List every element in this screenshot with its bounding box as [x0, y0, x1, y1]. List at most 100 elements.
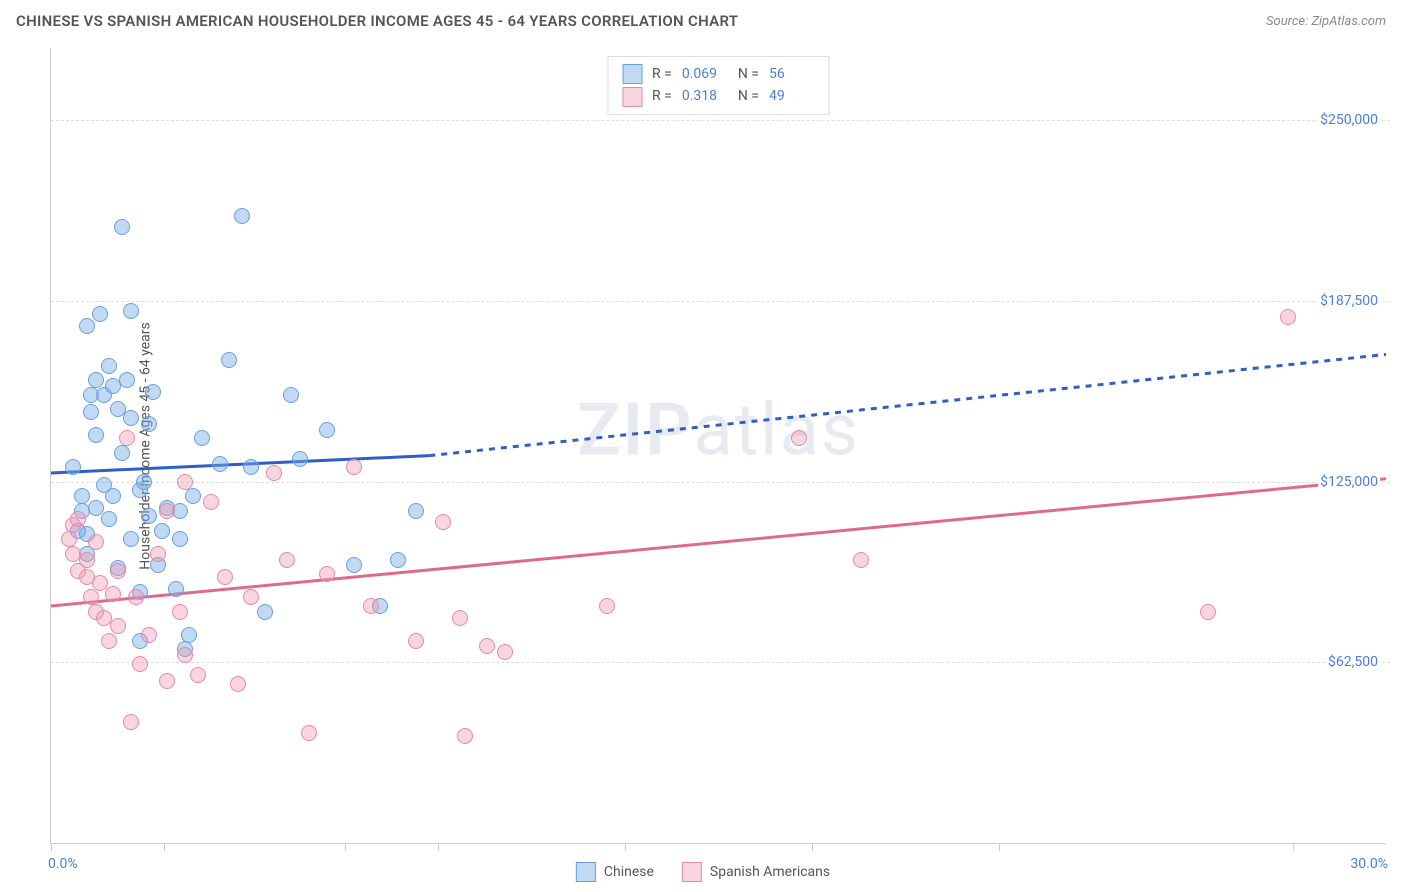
corr-legend-row: R =0.318N =49: [622, 85, 815, 107]
chinese-point: [283, 387, 299, 403]
x-tick: [812, 843, 813, 851]
y-tick-label: $250,000: [1318, 112, 1380, 128]
r-value: 0.069: [682, 63, 728, 85]
chinese-point: [243, 459, 259, 475]
chinese-point: [346, 557, 362, 573]
r-label: R =: [652, 63, 672, 85]
n-value: 56: [769, 63, 815, 85]
spanish-point: [457, 728, 473, 744]
chinese-point: [185, 488, 201, 504]
chinese-point: [114, 219, 130, 235]
blue-swatch-icon: [576, 862, 596, 882]
spanish-point: [123, 714, 139, 730]
watermark-rest: atlas: [693, 387, 860, 472]
spanish-point: [497, 644, 513, 660]
spanish-point: [190, 667, 206, 683]
spanish-point: [266, 465, 282, 481]
chinese-point: [65, 459, 81, 475]
legend-label: Spanish Americans: [710, 864, 830, 880]
spanish-point: [172, 604, 188, 620]
plot-area: ZIPatlas R =0.069N =56R =0.318N =49 $62,…: [50, 48, 1386, 844]
spanish-point: [853, 552, 869, 568]
chinese-point: [141, 416, 157, 432]
chinese-point: [172, 531, 188, 547]
legend-label: Chinese: [604, 864, 654, 880]
x-tick: [999, 843, 1000, 851]
spanish-point: [1280, 309, 1296, 325]
source-prefix: Source:: [1266, 14, 1311, 29]
x-tick: [51, 843, 52, 851]
chinese-point: [221, 352, 237, 368]
spanish-point: [110, 618, 126, 634]
chinese-point: [154, 523, 170, 539]
spanish-point: [479, 638, 495, 654]
chinese-point: [212, 456, 228, 472]
gridline: [51, 482, 1390, 483]
x-tick: [345, 843, 346, 851]
spanish-point: [363, 598, 379, 614]
chinese-point: [101, 511, 117, 527]
spanish-point: [132, 656, 148, 672]
n-label: N =: [738, 85, 759, 107]
gridline: [51, 662, 1390, 663]
chinese-point: [105, 488, 121, 504]
y-tick-label: $125,000: [1318, 474, 1380, 490]
spanish-point: [128, 589, 144, 605]
spanish-point: [88, 534, 104, 550]
spanish-point: [1200, 604, 1216, 620]
legend-item: Spanish Americans: [682, 862, 830, 882]
watermark-bold: ZIP: [577, 387, 693, 472]
legend-item: Chinese: [576, 862, 654, 882]
source-name: ZipAtlas.com: [1311, 14, 1386, 29]
spanish-point: [435, 514, 451, 530]
r-label: R =: [652, 85, 672, 107]
spanish-point: [301, 725, 317, 741]
spanish-point: [177, 474, 193, 490]
chinese-point: [123, 531, 139, 547]
x-tick: [625, 843, 626, 851]
pink-swatch-icon: [622, 87, 642, 107]
spanish-point: [70, 511, 86, 527]
spanish-point: [279, 552, 295, 568]
spanish-point: [791, 430, 807, 446]
chinese-point: [123, 303, 139, 319]
chart-title: CHINESE VS SPANISH AMERICAN HOUSEHOLDER …: [16, 12, 738, 30]
x-axis-min-label: 0.0%: [48, 856, 78, 872]
spanish-point: [150, 546, 166, 562]
chinese-point: [141, 508, 157, 524]
spanish-point: [141, 627, 157, 643]
chinese-point: [319, 422, 335, 438]
chinese-point: [101, 358, 117, 374]
spanish-point: [92, 575, 108, 591]
n-label: N =: [738, 63, 759, 85]
chinese-point: [292, 451, 308, 467]
spanish-point: [159, 673, 175, 689]
chinese-point: [92, 306, 108, 322]
spanish-point: [599, 598, 615, 614]
spanish-point: [452, 610, 468, 626]
spanish-point: [79, 552, 95, 568]
spanish-point: [159, 503, 175, 519]
corr-legend-row: R = 0.069 N = 56: [622, 63, 815, 85]
chinese-point: [168, 581, 184, 597]
chinese-point: [88, 372, 104, 388]
chinese-point: [408, 503, 424, 519]
pink-swatch-icon: [682, 862, 702, 882]
chinese-point: [79, 318, 95, 334]
correlation-legend: R = 0.069 N = 56R =0.318N =49: [607, 56, 830, 115]
chinese-point: [83, 404, 99, 420]
chinese-point: [88, 427, 104, 443]
spanish-point: [346, 459, 362, 475]
spanish-point: [110, 563, 126, 579]
x-tick: [164, 843, 165, 851]
chinese-point: [114, 445, 130, 461]
spanish-point: [243, 589, 259, 605]
blue-swatch-icon: [622, 64, 642, 84]
spanish-point: [203, 494, 219, 510]
gridline: [51, 120, 1390, 121]
chinese-point: [88, 500, 104, 516]
spanish-point: [119, 430, 135, 446]
spanish-point: [408, 633, 424, 649]
chinese-point: [145, 384, 161, 400]
watermark: ZIPatlas: [577, 387, 860, 472]
